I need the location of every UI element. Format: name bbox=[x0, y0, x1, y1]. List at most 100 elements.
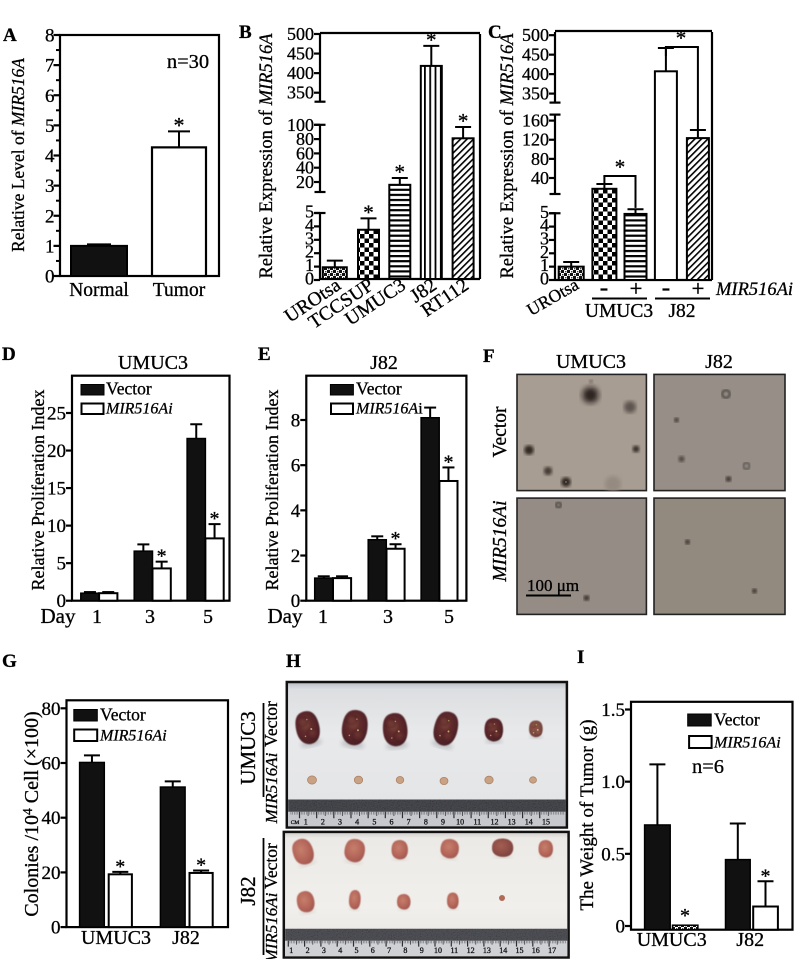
svg-text:Vector: Vector bbox=[100, 705, 146, 725]
svg-text:4: 4 bbox=[338, 946, 342, 955]
svg-text:Vector: Vector bbox=[261, 701, 281, 747]
svg-text:15: 15 bbox=[542, 818, 550, 827]
svg-text:Colonies /104 Cell (×100): Colonies /104 Cell (×100) bbox=[20, 711, 43, 916]
svg-text:J82: J82 bbox=[736, 929, 764, 951]
svg-text:1: 1 bbox=[45, 236, 55, 257]
svg-text:450: 450 bbox=[287, 44, 314, 64]
svg-text:25: 25 bbox=[47, 404, 66, 425]
svg-text:Day: Day bbox=[268, 604, 303, 628]
svg-text:3: 3 bbox=[322, 946, 326, 955]
svg-text:0: 0 bbox=[291, 591, 301, 612]
svg-text:Vector: Vector bbox=[106, 379, 152, 399]
svg-text:A: A bbox=[3, 25, 17, 46]
svg-text:3: 3 bbox=[305, 228, 314, 248]
svg-text:10: 10 bbox=[456, 818, 464, 827]
svg-text:5: 5 bbox=[203, 606, 213, 628]
svg-text:*: * bbox=[761, 865, 771, 887]
svg-text:80: 80 bbox=[531, 149, 549, 169]
svg-text:*: * bbox=[395, 160, 406, 184]
svg-text:350: 350 bbox=[287, 83, 314, 103]
svg-text:Relative Expression of MIR516A: Relative Expression of MIR516A bbox=[498, 33, 518, 279]
svg-text:5: 5 bbox=[540, 202, 549, 222]
svg-text:5: 5 bbox=[305, 202, 314, 222]
svg-text:2: 2 bbox=[305, 242, 314, 262]
svg-text:The Weight of Tumor (g): The Weight of Tumor (g) bbox=[577, 719, 598, 910]
svg-text:*: * bbox=[443, 451, 453, 473]
svg-text:3: 3 bbox=[145, 606, 155, 628]
svg-text:0.5: 0.5 bbox=[601, 844, 625, 865]
svg-text:1.0: 1.0 bbox=[601, 772, 625, 793]
svg-text:0: 0 bbox=[57, 591, 67, 612]
svg-text:1: 1 bbox=[304, 818, 308, 827]
svg-text:60: 60 bbox=[296, 143, 314, 163]
svg-text:500: 500 bbox=[522, 25, 549, 45]
svg-text:1: 1 bbox=[289, 946, 293, 955]
svg-text:Relative Level of MIR516A: Relative Level of MIR516A bbox=[8, 58, 28, 252]
svg-text:8: 8 bbox=[291, 411, 301, 432]
svg-text:H: H bbox=[286, 651, 301, 672]
svg-text:15: 15 bbox=[516, 946, 524, 955]
svg-text:2: 2 bbox=[291, 546, 301, 567]
svg-text:MIR516Ai: MIR516Ai bbox=[715, 280, 793, 300]
svg-text:20: 20 bbox=[42, 863, 61, 884]
svg-text:UMUC3: UMUC3 bbox=[585, 301, 653, 322]
svg-text:6: 6 bbox=[291, 456, 301, 477]
svg-text:40: 40 bbox=[42, 808, 61, 829]
svg-text:0: 0 bbox=[305, 269, 314, 289]
svg-text:*: * bbox=[391, 528, 401, 550]
svg-text:100: 100 bbox=[287, 115, 314, 135]
svg-text:+: + bbox=[630, 276, 643, 301]
svg-text:7: 7 bbox=[407, 818, 411, 827]
svg-text:15: 15 bbox=[47, 479, 66, 500]
svg-text:2: 2 bbox=[45, 206, 55, 227]
svg-text:20: 20 bbox=[296, 172, 314, 192]
svg-text:120: 120 bbox=[522, 130, 549, 150]
svg-text:Vector: Vector bbox=[261, 843, 281, 889]
svg-text:J82: J82 bbox=[370, 352, 398, 374]
svg-text:Relative Expression of MIR516A: Relative Expression of MIR516A bbox=[257, 33, 277, 279]
svg-text:Normal: Normal bbox=[69, 280, 129, 301]
svg-text:10: 10 bbox=[47, 516, 66, 537]
svg-text:C: C bbox=[488, 22, 502, 43]
svg-text:8: 8 bbox=[45, 26, 55, 47]
svg-text:4: 4 bbox=[540, 215, 549, 235]
svg-text:1: 1 bbox=[92, 606, 102, 628]
svg-text:B: B bbox=[239, 22, 252, 43]
svg-text:Vector: Vector bbox=[490, 406, 511, 457]
svg-text:Vector: Vector bbox=[356, 379, 402, 399]
svg-text:1: 1 bbox=[318, 606, 328, 628]
svg-text:Vector: Vector bbox=[714, 710, 760, 730]
svg-text:2: 2 bbox=[321, 818, 325, 827]
svg-text:UMUC3: UMUC3 bbox=[637, 929, 707, 951]
svg-text:+: + bbox=[692, 276, 705, 301]
svg-text:160: 160 bbox=[522, 111, 549, 131]
svg-text:MIR516Ai: MIR516Ai bbox=[355, 401, 423, 418]
svg-text:9: 9 bbox=[441, 818, 445, 827]
svg-text:Relative Proliferation Index: Relative Proliferation Index bbox=[28, 390, 48, 591]
svg-text:12: 12 bbox=[490, 818, 498, 827]
svg-text:7: 7 bbox=[45, 56, 55, 77]
svg-text:13: 13 bbox=[508, 818, 516, 827]
svg-text:13: 13 bbox=[483, 946, 491, 955]
svg-text:Day: Day bbox=[41, 604, 76, 628]
svg-text:100 μm: 100 μm bbox=[527, 576, 579, 595]
svg-text:*: * bbox=[174, 112, 185, 137]
svg-text:1: 1 bbox=[540, 255, 549, 275]
svg-text:*: * bbox=[210, 508, 220, 530]
svg-text:4: 4 bbox=[355, 818, 359, 827]
svg-text:J82: J82 bbox=[236, 876, 260, 905]
svg-text:6: 6 bbox=[45, 86, 55, 107]
svg-text:*: * bbox=[157, 546, 167, 568]
svg-text:*: * bbox=[676, 26, 687, 50]
svg-text:5: 5 bbox=[372, 818, 376, 827]
svg-text:5: 5 bbox=[57, 554, 67, 575]
svg-text:3: 3 bbox=[383, 606, 393, 628]
svg-text:9: 9 bbox=[420, 946, 424, 955]
svg-text:5: 5 bbox=[355, 946, 359, 955]
svg-text:0: 0 bbox=[616, 917, 626, 938]
svg-text:5: 5 bbox=[45, 116, 55, 137]
svg-text:J82: J82 bbox=[705, 351, 733, 373]
svg-text:80: 80 bbox=[42, 699, 61, 720]
svg-text:UMUC3: UMUC3 bbox=[236, 711, 260, 785]
svg-text:MIR516Ai: MIR516Ai bbox=[490, 500, 511, 582]
